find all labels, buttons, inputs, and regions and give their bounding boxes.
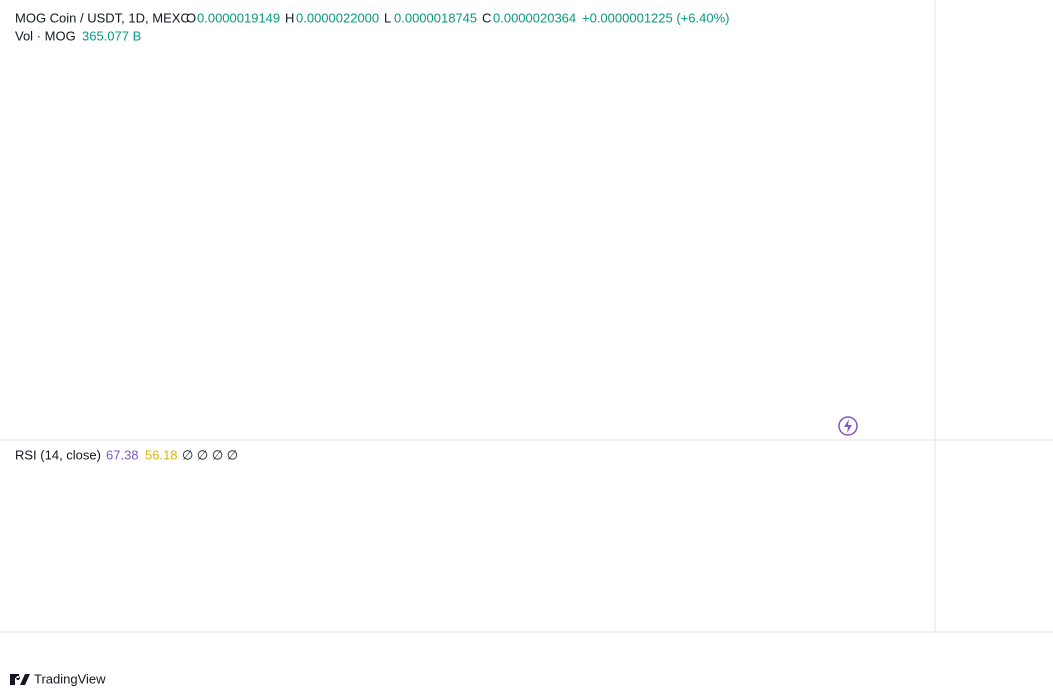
rsi-value: 67.38 [106,447,139,462]
logo[interactable] [10,674,30,685]
symbol-title: MOG Coin / USDT, 1D, MEXC [15,10,190,25]
ohlc-key: H [285,10,294,25]
rsi-icons: ∅ ∅ ∅ ∅ [182,447,238,462]
volume-title: Vol · MOG [15,28,76,43]
ohlc-value: 0.0000020364 [493,10,576,25]
ohlc-value: 0.0000022000 [296,10,379,25]
rsi-title: RSI (14, close) [15,447,101,462]
ohlc-value: 0.0000018745 [394,10,477,25]
ohlc-key: O [186,10,196,25]
alert-icon[interactable] [838,416,858,436]
ohlc-key: C [482,10,491,25]
brand[interactable]: TradingView [34,671,106,686]
change: +0.0000001225 (+6.40%) [582,10,729,25]
volume-value: 365.077 B [82,28,141,43]
rsi-ma-value: 56.18 [145,447,178,462]
ohlc-value: 0.0000019149 [197,10,280,25]
ohlc-key: L [384,10,391,25]
